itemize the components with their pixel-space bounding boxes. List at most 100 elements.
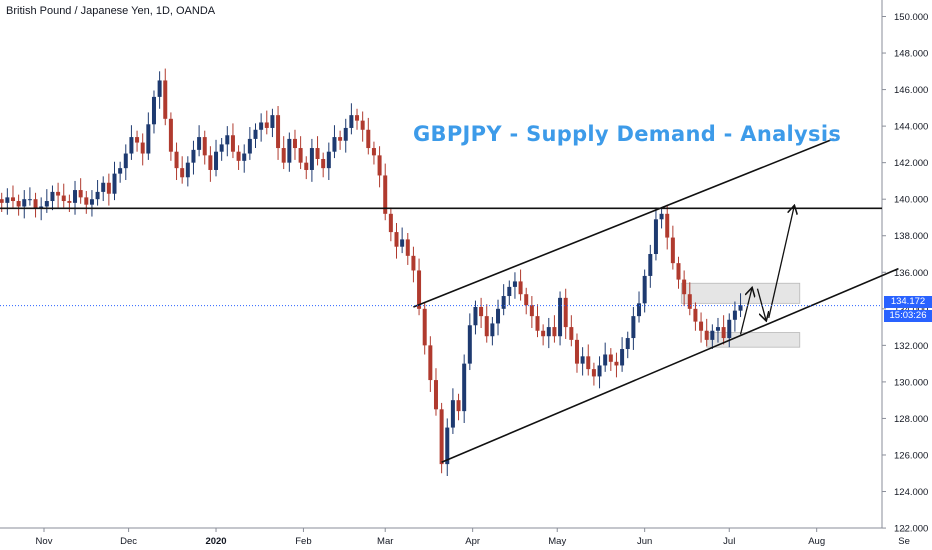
- candle-body: [603, 354, 608, 366]
- candle-body: [687, 294, 692, 309]
- candle-body: [670, 237, 675, 264]
- candle-body: [259, 122, 264, 130]
- time-tick-label: Jul: [723, 536, 735, 547]
- candle-body: [140, 142, 145, 154]
- candle-body: [394, 232, 399, 247]
- candle-body: [292, 138, 297, 149]
- candle-body: [535, 316, 540, 331]
- candle-body: [355, 115, 360, 121]
- candle-body: [727, 319, 732, 339]
- price-tick-label: 126.000: [894, 450, 928, 461]
- candle-body: [580, 356, 585, 364]
- symbol-title: British Pound / Japanese Yen, 1D, OANDA: [6, 5, 216, 17]
- candle-body: [546, 327, 551, 337]
- candle-body: [631, 316, 636, 339]
- price-tick-label: 150.000: [894, 12, 928, 23]
- candle-body: [648, 254, 653, 276]
- candle-body: [78, 190, 83, 198]
- candle-body: [456, 400, 461, 412]
- candle-body: [33, 199, 38, 209]
- candle-body: [197, 137, 202, 150]
- time-tick-label: Aug: [808, 536, 825, 547]
- projection-arrow-up-2: [768, 207, 794, 319]
- candle-body: [558, 297, 563, 337]
- price-tick-label: 140.000: [894, 195, 928, 206]
- price-tick-label: 130.000: [894, 377, 928, 388]
- candle-body: [123, 153, 128, 169]
- price-tick-label: 144.000: [894, 122, 928, 133]
- candle-body: [264, 122, 269, 128]
- candle-body: [614, 361, 619, 366]
- candle-body: [101, 182, 106, 192]
- candle-body: [304, 162, 309, 170]
- price-tick-label: 136.000: [894, 268, 928, 279]
- candle-body: [665, 213, 670, 238]
- candle-body: [180, 168, 185, 178]
- candle-body: [185, 162, 190, 178]
- time-tick-label: 2020: [205, 536, 226, 547]
- candle-body: [253, 129, 258, 139]
- price-tick-label: 148.000: [894, 49, 928, 60]
- time-tick-label: Dec: [120, 536, 137, 547]
- candle-body: [383, 175, 388, 214]
- candle-body: [625, 338, 630, 350]
- candle-body: [10, 197, 15, 202]
- candle-body: [225, 135, 230, 145]
- candle-body: [112, 173, 117, 194]
- candle-body: [371, 148, 376, 156]
- candle-body: [721, 327, 726, 339]
- time-tick-label: Se: [898, 536, 910, 547]
- candle-body: [27, 199, 32, 201]
- candle-body: [298, 148, 303, 163]
- candle-body: [541, 330, 546, 337]
- candle-body: [315, 148, 320, 160]
- candle-body: [157, 80, 162, 97]
- candle-body: [338, 137, 343, 141]
- candle-body: [608, 354, 613, 362]
- price-tick-label: 124.000: [894, 487, 928, 498]
- bar-countdown-tag: 15:03:26: [884, 310, 932, 322]
- candle-body: [118, 168, 123, 174]
- candle-body: [479, 306, 484, 317]
- candle-body: [462, 363, 467, 412]
- candle-body: [16, 201, 21, 207]
- candle-body: [591, 369, 596, 377]
- candle-body: [411, 255, 416, 271]
- demand-zone: [706, 332, 801, 348]
- candle-body: [230, 135, 235, 152]
- candle-body: [50, 191, 55, 202]
- candle-body: [73, 190, 78, 203]
- candle-body: [710, 330, 715, 340]
- candle-body: [569, 327, 574, 340]
- candle-body: [405, 239, 410, 256]
- candle-body: [699, 321, 704, 331]
- price-tick-label: 128.000: [894, 414, 928, 425]
- candle-body: [484, 316, 489, 337]
- analysis-headline: GBPJPY - Supply Demand - Analysis: [413, 122, 842, 146]
- candle-body: [281, 148, 286, 163]
- candle-body: [168, 118, 173, 152]
- candle-body: [439, 409, 444, 465]
- candle-body: [343, 127, 348, 141]
- candle-body: [490, 323, 495, 337]
- candle-body: [400, 239, 405, 247]
- candle-body: [0, 199, 4, 203]
- candle-body: [236, 151, 241, 161]
- time-tick-label: Feb: [295, 536, 311, 547]
- candle-body: [563, 297, 568, 328]
- candle-body: [276, 115, 281, 149]
- candle-body: [552, 327, 557, 337]
- candle-body: [422, 308, 427, 346]
- candle-body: [377, 155, 382, 176]
- candle-body: [417, 270, 422, 309]
- price-tick-label: 146.000: [894, 85, 928, 96]
- candle-body: [682, 279, 687, 295]
- candle-body: [360, 120, 365, 130]
- candle-body: [428, 345, 433, 381]
- candle-body: [332, 137, 337, 152]
- candle-body: [61, 195, 66, 202]
- candle-body: [738, 305, 743, 311]
- candle-body: [512, 281, 517, 287]
